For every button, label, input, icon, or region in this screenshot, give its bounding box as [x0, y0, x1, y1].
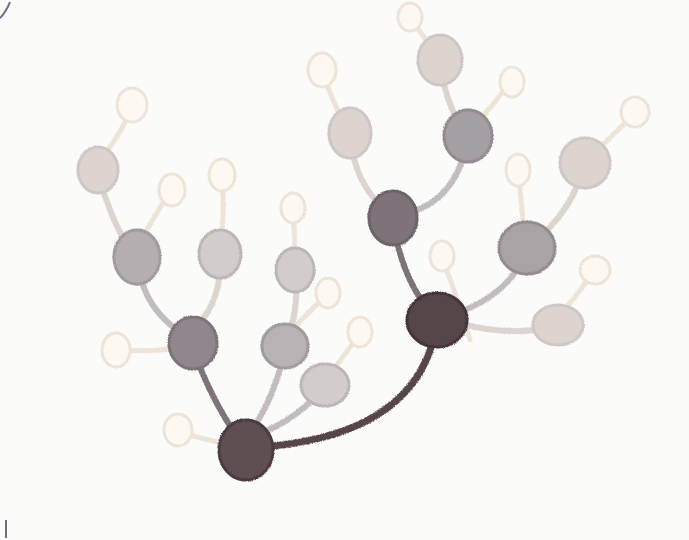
leaf-node: [157, 172, 187, 208]
leaf-node: [115, 86, 149, 124]
leaf-node: [207, 157, 237, 193]
mid-node: [260, 322, 310, 370]
mid-node: [112, 228, 162, 286]
root-node-right: [405, 291, 469, 349]
nodes: [76, 1, 651, 482]
light-node: [299, 362, 351, 408]
leaf-node: [396, 1, 424, 33]
mid-node: [442, 108, 494, 164]
light-node: [197, 228, 243, 280]
root-node-left: [217, 418, 275, 482]
pale-node: [76, 145, 120, 195]
leaf-node: [428, 239, 456, 273]
edge-trunk: [242, 318, 441, 452]
leaf-node: [279, 191, 307, 225]
mid-node: [497, 220, 557, 276]
leaf-node: [619, 95, 651, 129]
pale-node: [327, 106, 373, 160]
leaf-node: [578, 254, 612, 286]
leaf-node: [314, 276, 342, 310]
leaf-node: [504, 152, 532, 188]
pale-node: [558, 136, 612, 190]
hub-node: [167, 315, 219, 371]
leaf-node: [306, 51, 338, 89]
leaf-node: [346, 315, 374, 349]
pale-node: [531, 303, 585, 347]
leaf-node: [498, 65, 526, 99]
pale-node: [416, 33, 464, 87]
light-node: [274, 246, 316, 294]
leaf-node: [162, 412, 194, 448]
corner-mark-top-left: [0, 1, 11, 19]
hub-node: [367, 189, 419, 247]
leaf-node: [100, 331, 132, 369]
